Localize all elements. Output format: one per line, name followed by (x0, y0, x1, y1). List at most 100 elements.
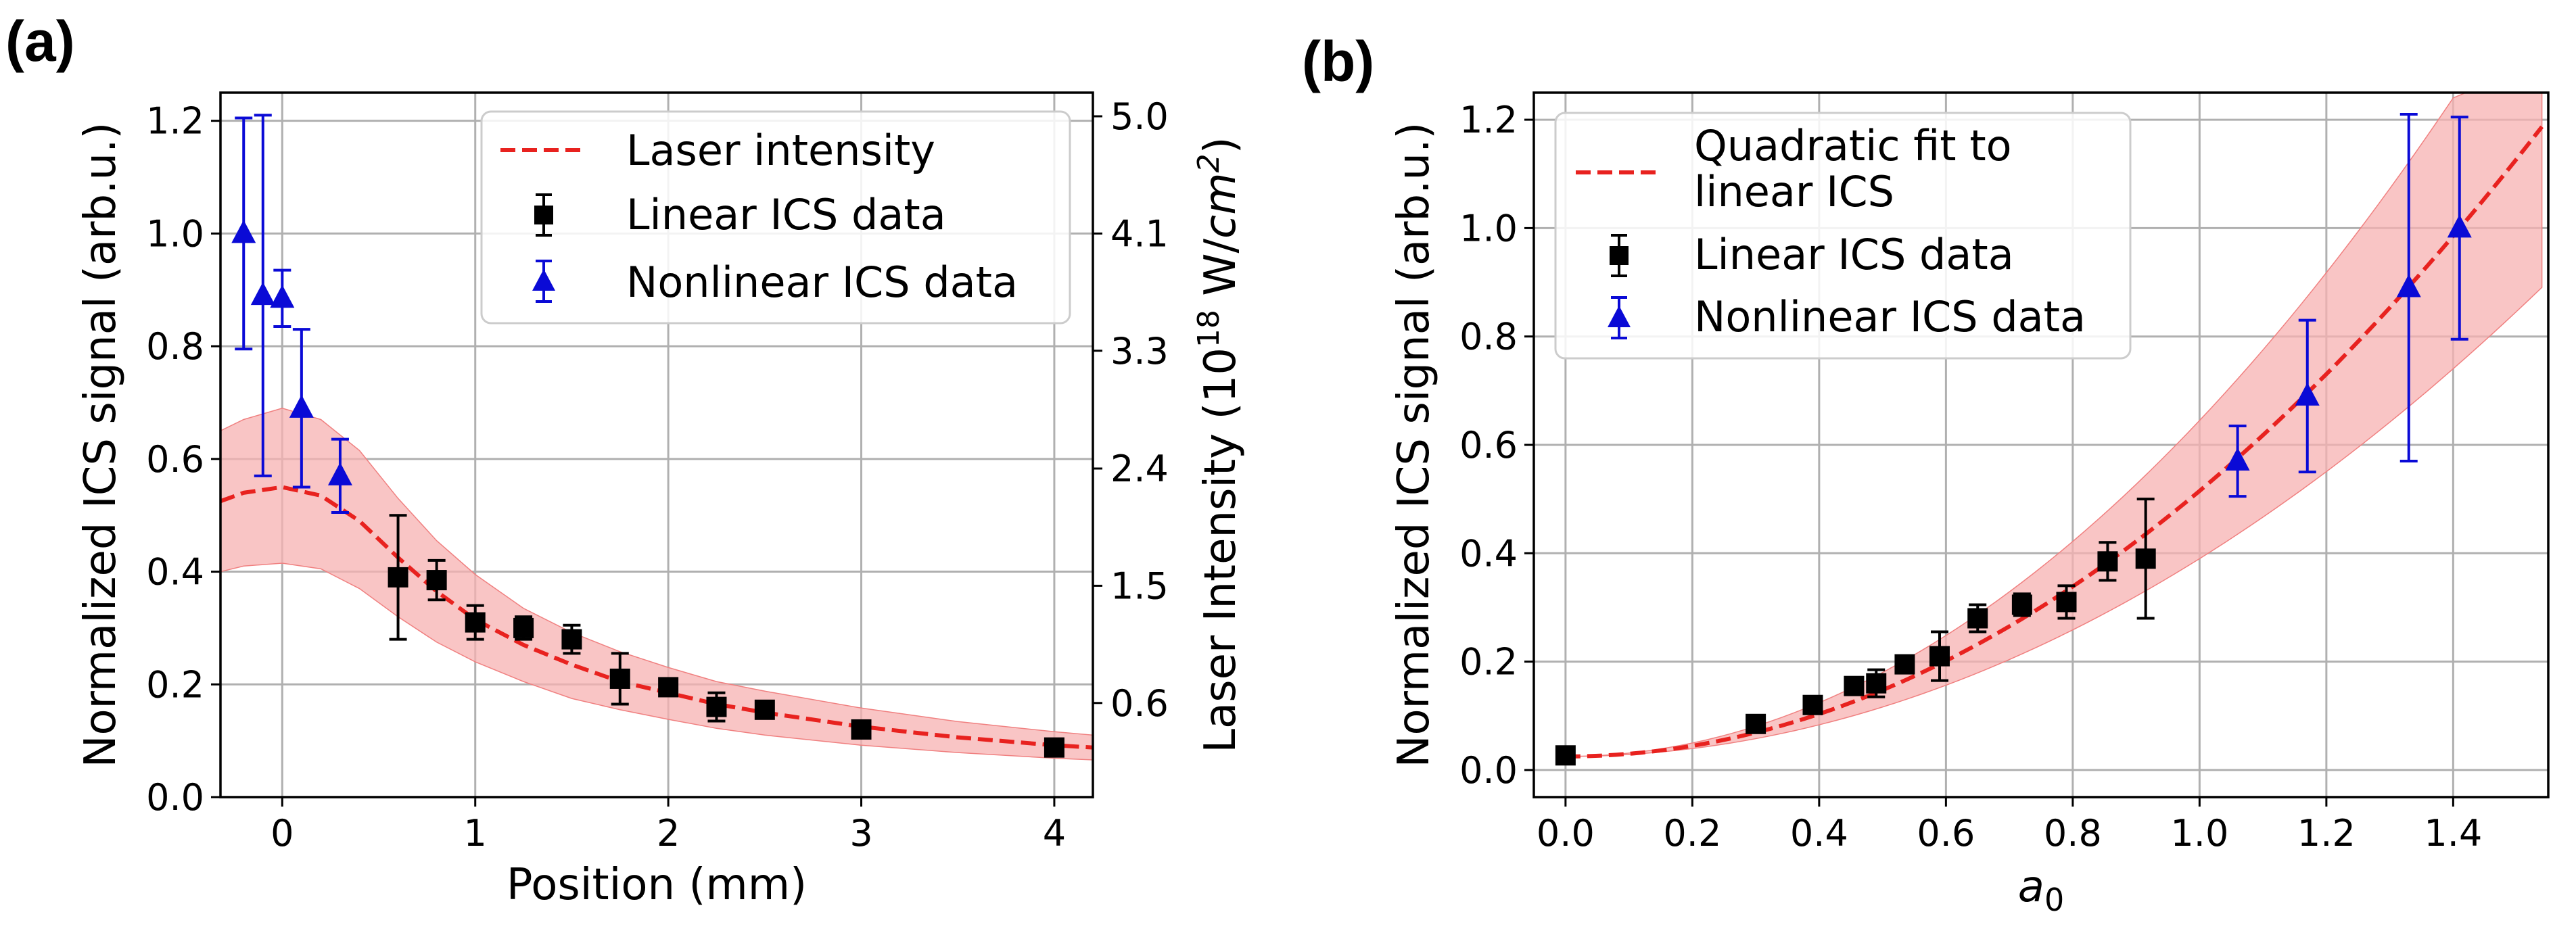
panel-a-label: (a) (5, 9, 75, 73)
square-marker (388, 567, 408, 588)
linear-point-4 (1866, 668, 1887, 698)
y2-label-suffix: ) (1196, 137, 1246, 153)
y-tick-label: 0.0 (1459, 749, 1518, 792)
x-tick-label: 3 (849, 812, 872, 855)
y-tick-label: 1.0 (146, 212, 204, 255)
square-marker (426, 570, 447, 591)
x-tick-label: 1.4 (2424, 812, 2482, 855)
legend-laser-intensity: Laser intensity (626, 126, 935, 175)
linear-point-1 (1746, 713, 1766, 734)
panel-a-x-axis-label: Position (mm) (507, 860, 807, 910)
y-tick-label: 0.8 (146, 325, 204, 368)
y-tick-label: 1.0 (1459, 207, 1518, 249)
linear-point-1 (426, 558, 447, 602)
y2-tick-label: 2.4 (1110, 448, 1169, 490)
linear-point-0 (388, 514, 408, 641)
nonlinear-point-3 (2447, 116, 2472, 341)
x-tick-label: 1.2 (2297, 812, 2356, 855)
legend-triangle-marker (1608, 296, 1631, 339)
y-tick-label: 0.4 (146, 551, 204, 594)
x-tick-label: 2 (657, 812, 680, 855)
quadratic-fit-curve (1565, 125, 2544, 759)
panel-a-x-ticks: 0 1 2 3 4 (271, 797, 1066, 855)
x-tick-label: 0.8 (2044, 812, 2102, 855)
linear-point-3 (513, 615, 534, 641)
linear-point-0 (1555, 745, 1576, 766)
x-label-variable: a (2018, 862, 2044, 912)
y-tick-label: 0.6 (146, 438, 204, 481)
square-marker (2056, 592, 2077, 613)
nonlinear-point-2 (2396, 113, 2421, 463)
x-label-subscript: 0 (2044, 882, 2064, 918)
nonlinear-point-0 (2225, 424, 2250, 498)
y2-tick-label: 0.6 (1110, 682, 1169, 725)
y-tick-label: 0.4 (1459, 532, 1518, 575)
legend-nonlinear-ics: Nonlinear ICS data (626, 258, 1018, 307)
panel-a-data-points (231, 114, 1064, 758)
nonlinear-point-3 (289, 328, 314, 489)
square-marker (2011, 594, 2032, 615)
x-tick-label: 1.0 (2170, 812, 2228, 855)
y-tick-label: 0.2 (1459, 641, 1518, 684)
legend-square-marker (1610, 234, 1629, 277)
x-tick-label: 0.4 (1790, 812, 1848, 855)
square-marker (1555, 745, 1576, 766)
triangle-marker (289, 394, 314, 418)
y-tick-label: 0.6 (1459, 424, 1518, 466)
square-marker (2097, 551, 2118, 572)
panel-a-y2-axis-label: Laser Intensity (1018 W/cm2) (1192, 137, 1246, 752)
linear-point-7 (1967, 603, 1988, 633)
panel-a-uncertainty-band (220, 408, 1094, 761)
linear-point-5 (609, 652, 630, 706)
square-marker (1929, 646, 1950, 667)
nonlinear-point-2 (270, 268, 295, 328)
y2-label-prefix: Laser Intensity (10 (1196, 348, 1246, 753)
panel-b-data-points (1555, 113, 2472, 766)
square-marker (1866, 673, 1887, 694)
linear-point-6 (658, 677, 679, 698)
linear-point-9 (2056, 584, 2077, 620)
panel-a-legend: Laser intensity Linear ICS data Nonlinea… (480, 110, 1071, 325)
linear-point-11 (2135, 498, 2156, 620)
legend-quadratic-fit-line1: Quadratic fit to (1694, 121, 2012, 170)
linear-point-5 (1894, 654, 1915, 675)
panel-b-label: (b) (1302, 30, 1374, 93)
square-marker (1894, 654, 1915, 675)
x-tick-label: 0 (271, 812, 294, 855)
square-marker (658, 677, 679, 698)
square-marker (2135, 548, 2156, 569)
y2-tick-label: 1.5 (1110, 565, 1169, 607)
square-marker (851, 719, 872, 740)
legend-linear-ics: Linear ICS data (1694, 230, 2014, 279)
linear-point-8 (2011, 592, 2032, 617)
laser-intensity-curve (219, 485, 1094, 750)
triangle-marker (327, 462, 352, 485)
legend-box (480, 110, 1071, 325)
legend-linear-ics: Linear ICS data (626, 190, 946, 239)
linear-point-3 (1844, 675, 1865, 696)
panel-a-y-axis-label: Normalized ICS signal (arb.u.) (76, 122, 126, 768)
linear-point-2 (465, 604, 486, 641)
linear-point-2 (1802, 694, 1823, 715)
legend-triangle-marker (532, 260, 555, 303)
laser-intensity-band (220, 408, 1094, 761)
y-tick-label: 0.0 (146, 776, 204, 819)
square-marker (1044, 737, 1064, 758)
panel-b-uncertainty-band (1565, 92, 2543, 757)
legend-nonlinear-ics: Nonlinear ICS data (1694, 292, 2086, 341)
panel-a-y-ticks: 0.0 0.2 0.4 0.6 0.8 1.0 1.2 (146, 100, 220, 819)
legend-square-marker (534, 193, 553, 237)
panel-b-legend: Quadratic fit to linear ICS Linear ICS d… (1554, 112, 2132, 360)
square-marker (561, 629, 582, 650)
panel-a-y2-ticks: 0.6 1.5 2.4 3.3 4.1 5.0 (1093, 95, 1169, 725)
y2-label-unit-italic: cm (1196, 172, 1246, 239)
nonlinear-point-4 (327, 437, 352, 515)
linear-point-10 (1044, 737, 1064, 758)
triangle-marker (2295, 382, 2320, 406)
triangle-marker (2447, 214, 2472, 238)
linear-point-6 (1929, 630, 1950, 682)
triangle-marker (270, 285, 295, 308)
square-marker (1967, 608, 1988, 629)
triangle-marker (250, 282, 275, 306)
panel-b-y-axis-label: Normalized ICS signal (arb.u.) (1389, 122, 1439, 768)
